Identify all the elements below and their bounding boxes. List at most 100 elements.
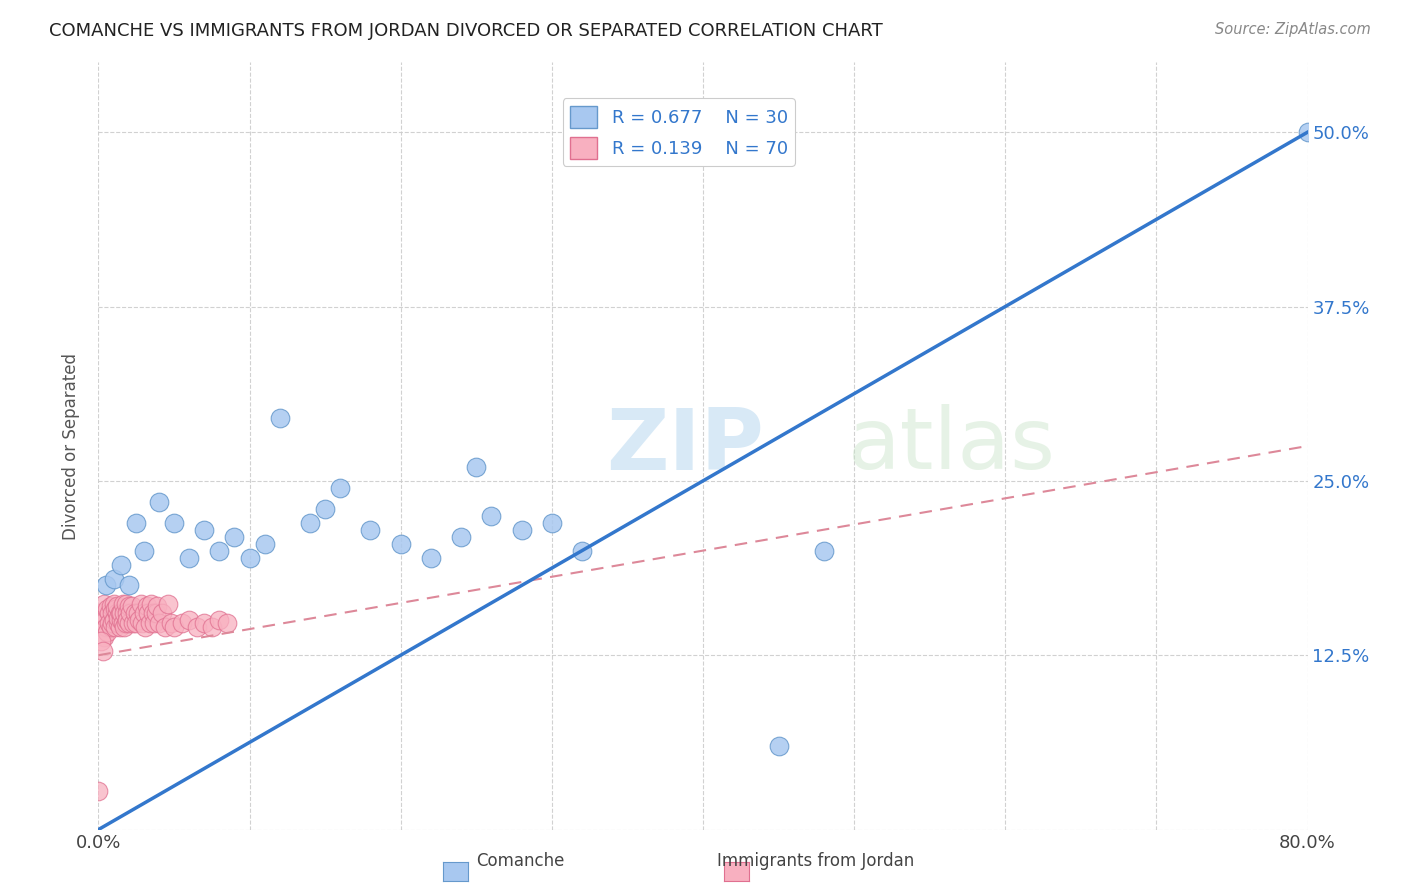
Text: Source: ZipAtlas.com: Source: ZipAtlas.com (1215, 22, 1371, 37)
Point (94, 620, 117, 634)
Point (98, 607, 121, 621)
Point (100, 599, 122, 614)
Point (299, 516, 322, 530)
Point (91, 616, 114, 631)
Point (129, 597, 152, 611)
Point (134, 620, 156, 634)
Text: COMANCHE VS IMMIGRANTS FROM JORDAN DIVORCED OR SEPARATED CORRELATION CHART: COMANCHE VS IMMIGRANTS FROM JORDAN DIVOR… (49, 22, 883, 40)
Y-axis label: Divorced or Separated: Divorced or Separated (62, 352, 80, 540)
Point (571, 543, 593, 558)
Point (110, 613, 132, 627)
Point (103, 613, 125, 627)
Point (179, 550, 201, 565)
Point (208, 613, 231, 627)
Point (90, 634, 112, 648)
Point (115, 607, 138, 621)
Point (132, 543, 155, 558)
Point (100, 620, 122, 634)
Point (103, 572, 125, 586)
Text: Comanche: Comanche (477, 852, 564, 870)
Point (510, 523, 533, 537)
Point (465, 459, 488, 474)
Point (96, 624, 118, 639)
Point (481, 508, 503, 523)
Point (135, 599, 157, 614)
Point (94, 610, 117, 624)
Point (136, 607, 159, 621)
Point (269, 411, 291, 425)
Point (112, 620, 135, 634)
Point (145, 607, 167, 621)
Point (111, 597, 134, 611)
Point (93, 630, 115, 644)
Point (170, 616, 193, 631)
Point (91, 644, 114, 658)
Point (108, 620, 131, 634)
Point (101, 607, 124, 621)
Point (163, 516, 186, 530)
Point (193, 616, 215, 631)
Point (93, 597, 115, 611)
Point (768, 739, 790, 753)
Point (329, 481, 352, 495)
Point (389, 536, 412, 550)
Point (148, 495, 170, 509)
Point (114, 597, 136, 611)
Point (122, 616, 145, 631)
Point (111, 616, 134, 631)
Point (121, 599, 143, 614)
Point (125, 616, 148, 631)
Point (143, 616, 166, 631)
Point (108, 607, 131, 621)
Point (128, 613, 150, 627)
Point (540, 516, 562, 530)
Point (193, 523, 215, 537)
Point (139, 616, 162, 631)
Point (114, 616, 136, 631)
Point (420, 550, 443, 565)
Point (208, 543, 231, 558)
Point (360, 523, 382, 537)
Point (101, 616, 124, 631)
Text: ZIP: ZIP (606, 404, 763, 488)
Point (150, 607, 173, 621)
Point (90, 607, 112, 621)
Point (110, 607, 132, 621)
Point (105, 607, 128, 621)
Point (201, 620, 224, 634)
Point (132, 607, 155, 621)
Point (163, 620, 186, 634)
Point (179, 613, 201, 627)
Point (146, 599, 169, 614)
Point (153, 620, 176, 634)
Point (107, 616, 129, 631)
Point (87, 783, 110, 797)
Point (120, 607, 142, 621)
Legend: R = 0.677    N = 30, R = 0.139    N = 70: R = 0.677 N = 30, R = 0.139 N = 70 (562, 98, 794, 166)
Point (450, 530, 472, 544)
Point (125, 516, 148, 530)
Point (160, 616, 183, 631)
Point (186, 620, 208, 634)
Point (104, 620, 127, 634)
Point (98, 616, 121, 631)
Point (131, 616, 153, 631)
Point (148, 616, 170, 631)
Point (115, 613, 138, 627)
Text: atlas: atlas (848, 404, 1056, 488)
Point (118, 578, 141, 592)
Point (118, 616, 141, 631)
Point (253, 536, 276, 550)
Point (124, 607, 146, 621)
Point (96, 602, 118, 616)
Point (104, 602, 127, 616)
Point (94, 578, 117, 592)
Point (107, 610, 129, 624)
Point (1296, 125, 1319, 139)
Point (156, 597, 179, 611)
Point (314, 501, 336, 516)
Point (813, 543, 835, 558)
Text: Immigrants from Jordan: Immigrants from Jordan (717, 852, 914, 870)
Point (142, 607, 165, 621)
Point (239, 550, 262, 565)
